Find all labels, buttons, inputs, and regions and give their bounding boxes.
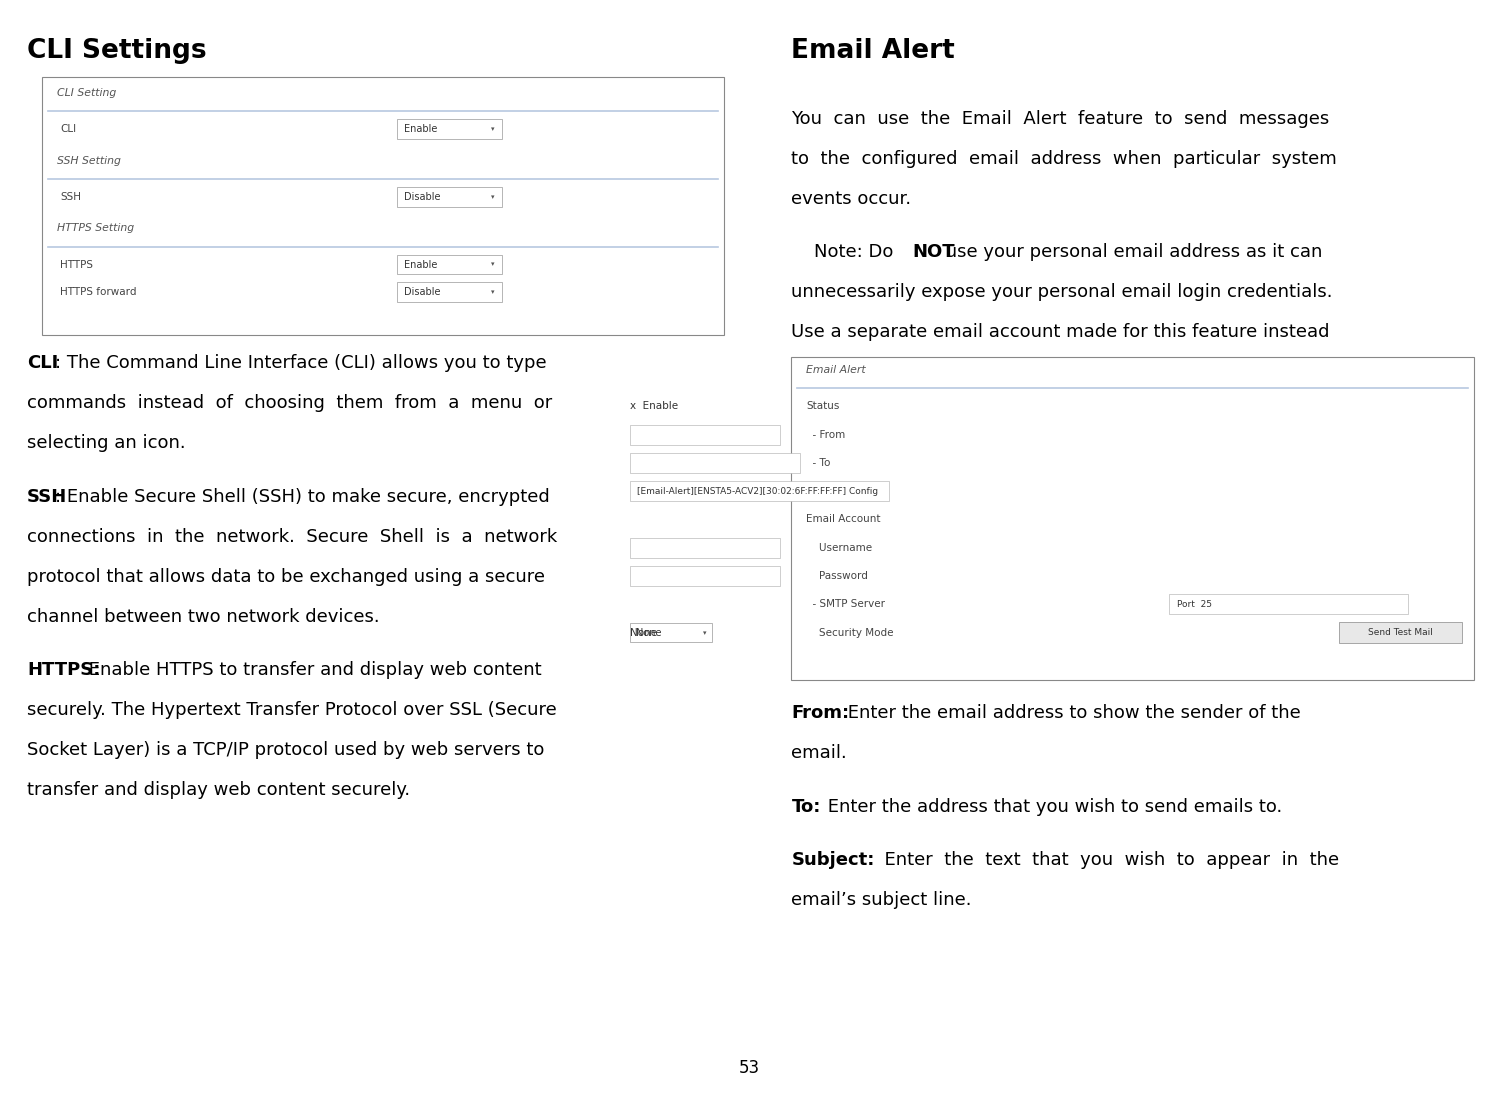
Text: - From: - From <box>806 430 845 440</box>
FancyBboxPatch shape <box>1339 622 1462 643</box>
Text: Enter the email address to show the sender of the: Enter the email address to show the send… <box>842 704 1301 722</box>
Text: events occur.: events occur. <box>791 190 911 207</box>
FancyBboxPatch shape <box>630 538 779 557</box>
Text: ▾: ▾ <box>490 126 495 132</box>
Text: Enter  the  text  that  you  wish  to  appear  in  the: Enter the text that you wish to appear i… <box>872 851 1339 869</box>
Text: HTTPS:: HTTPS: <box>27 660 100 679</box>
Text: HTTPS Setting: HTTPS Setting <box>57 224 133 234</box>
Text: Enable: Enable <box>405 124 438 134</box>
Text: protocol that allows data to be exchanged using a secure: protocol that allows data to be exchange… <box>27 568 546 586</box>
Text: use your personal email address as it can: use your personal email address as it ca… <box>940 244 1322 261</box>
Text: Email Alert: Email Alert <box>806 365 866 375</box>
Text: x  Enable: x Enable <box>630 402 678 411</box>
Text: CLI: CLI <box>60 124 76 134</box>
Text: Socket Layer) is a TCP/IP protocol used by web servers to: Socket Layer) is a TCP/IP protocol used … <box>27 742 544 759</box>
Text: SSH: SSH <box>60 192 81 202</box>
Text: To:: To: <box>791 798 821 815</box>
FancyBboxPatch shape <box>397 118 502 138</box>
Text: Enable: Enable <box>405 260 438 270</box>
FancyBboxPatch shape <box>630 425 779 444</box>
FancyBboxPatch shape <box>630 623 712 643</box>
Text: Port  25: Port 25 <box>1177 600 1211 609</box>
Text: From:: From: <box>791 704 850 722</box>
Text: ▾: ▾ <box>490 194 495 200</box>
Text: channel between two network devices.: channel between two network devices. <box>27 608 379 625</box>
Text: Email Alert: Email Alert <box>791 38 955 65</box>
Text: Subject:: Subject: <box>791 851 875 869</box>
Text: : The Command Line Interface (CLI) allows you to type: : The Command Line Interface (CLI) allow… <box>55 354 547 372</box>
Text: : Enable Secure Shell (SSH) to make secure, encrypted: : Enable Secure Shell (SSH) to make secu… <box>55 487 550 506</box>
FancyBboxPatch shape <box>397 186 502 206</box>
Text: securely. The Hypertext Transfer Protocol over SSL (Secure: securely. The Hypertext Transfer Protoco… <box>27 701 556 719</box>
Text: transfer and display web content securely.: transfer and display web content securel… <box>27 781 411 799</box>
Text: Disable: Disable <box>405 192 441 202</box>
Text: Disable: Disable <box>405 287 441 297</box>
Text: Note: Do: Note: Do <box>791 244 899 261</box>
Text: SSH: SSH <box>27 487 67 506</box>
Text: - To: - To <box>806 457 830 468</box>
Text: ▾: ▾ <box>490 289 495 295</box>
Text: Use a separate email account made for this feature instead: Use a separate email account made for th… <box>791 323 1330 341</box>
Text: You  can  use  the  Email  Alert  feature  to  send  messages: You can use the Email Alert feature to s… <box>791 110 1330 127</box>
Text: CLI Settings: CLI Settings <box>27 38 207 65</box>
Text: ▾: ▾ <box>703 630 706 635</box>
Text: Password: Password <box>806 572 868 581</box>
Text: NOT: NOT <box>913 244 955 261</box>
Text: None: None <box>636 627 661 637</box>
Text: unnecessarily expose your personal email login credentials.: unnecessarily expose your personal email… <box>791 283 1333 301</box>
FancyBboxPatch shape <box>630 566 779 586</box>
Text: Security Mode: Security Mode <box>806 627 893 637</box>
Text: email’s subject line.: email’s subject line. <box>791 891 971 908</box>
Text: Username: Username <box>806 543 872 553</box>
Text: HTTPS forward: HTTPS forward <box>60 287 136 297</box>
FancyBboxPatch shape <box>791 357 1474 680</box>
Text: Send Test Mail: Send Test Mail <box>1367 629 1433 637</box>
FancyBboxPatch shape <box>397 255 502 274</box>
Text: Email Account: Email Account <box>806 514 881 524</box>
Text: connections  in  the  network.  Secure  Shell  is  a  network: connections in the network. Secure Shell… <box>27 528 558 545</box>
Text: 53: 53 <box>739 1060 760 1077</box>
Text: commands  instead  of  choosing  them  from  a  menu  or: commands instead of choosing them from a… <box>27 395 552 412</box>
Text: ▾: ▾ <box>490 261 495 268</box>
Text: - SMTP Server: - SMTP Server <box>806 599 886 609</box>
Text: HTTPS: HTTPS <box>60 260 93 270</box>
FancyBboxPatch shape <box>1169 595 1408 614</box>
Text: None: None <box>630 627 657 637</box>
FancyBboxPatch shape <box>630 482 889 501</box>
Text: CLI Setting: CLI Setting <box>57 88 117 98</box>
Text: SSH Setting: SSH Setting <box>57 156 121 166</box>
FancyBboxPatch shape <box>630 453 800 473</box>
Text: Status: Status <box>806 402 839 411</box>
Text: [Email-Alert][ENSTA5-ACV2][30:02:6F:FF:FF:FF] Config: [Email-Alert][ENSTA5-ACV2][30:02:6F:FF:F… <box>637 487 878 496</box>
FancyBboxPatch shape <box>397 282 502 302</box>
Text: selecting an icon.: selecting an icon. <box>27 434 186 452</box>
Text: email.: email. <box>791 744 847 762</box>
Text: Enable HTTPS to transfer and display web content: Enable HTTPS to transfer and display web… <box>82 660 541 679</box>
FancyBboxPatch shape <box>42 77 724 335</box>
Text: to  the  configured  email  address  when  particular  system: to the configured email address when par… <box>791 150 1337 168</box>
Text: Enter the address that you wish to send emails to.: Enter the address that you wish to send … <box>821 798 1282 815</box>
Text: CLI: CLI <box>27 354 58 372</box>
Text: - Subject: - Subject <box>806 486 859 496</box>
